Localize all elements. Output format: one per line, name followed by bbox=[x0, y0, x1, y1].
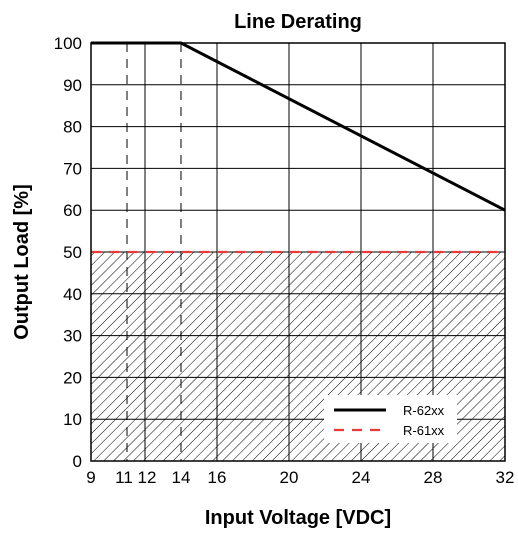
plot-frame bbox=[90, 42, 506, 462]
x-tick-label: 11 bbox=[115, 468, 133, 487]
x-axis-ticks: 9 11 12 14 16 20 24 28 32 bbox=[86, 468, 514, 487]
y-tick-label: 10 bbox=[63, 410, 82, 429]
y-tick-label: 80 bbox=[63, 118, 82, 137]
y-axis-label: Output Load [%] bbox=[11, 184, 33, 340]
y-tick-label: 20 bbox=[63, 368, 82, 387]
legend-label-R-61xx: R-61xx bbox=[403, 423, 445, 438]
x-tick-label: 24 bbox=[352, 468, 371, 487]
y-tick-label: 60 bbox=[63, 201, 82, 220]
y-tick-label: 50 bbox=[63, 243, 82, 262]
x-tick-label: 28 bbox=[424, 468, 443, 487]
y-tick-label: 70 bbox=[63, 159, 82, 178]
series-layer bbox=[91, 41, 506, 254]
x-tick-label: 20 bbox=[280, 468, 299, 487]
x-tick-label: 32 bbox=[496, 468, 515, 487]
y-tick-label: 40 bbox=[63, 285, 82, 304]
x-tick-label: 12 bbox=[138, 468, 157, 487]
x-tick-label: 14 bbox=[172, 468, 191, 487]
y-axis-ticks: 0 10 20 30 40 50 60 70 80 90 100 bbox=[54, 34, 82, 471]
legend-label-R-62xx: R-62xx bbox=[403, 403, 445, 418]
y-tick-label: 30 bbox=[63, 327, 82, 346]
legend-box bbox=[324, 395, 457, 443]
legend: R-62xx R-61xx bbox=[324, 395, 457, 443]
x-tick-label: 16 bbox=[208, 468, 227, 487]
x-tick-label: 9 bbox=[86, 468, 95, 487]
x-axis-label: Input Voltage [VDC] bbox=[205, 507, 391, 529]
y-tick-label: 0 bbox=[73, 452, 82, 471]
chart-title: Line Derating bbox=[234, 11, 362, 33]
y-tick-label: 100 bbox=[54, 34, 82, 53]
y-tick-label: 90 bbox=[63, 76, 82, 95]
